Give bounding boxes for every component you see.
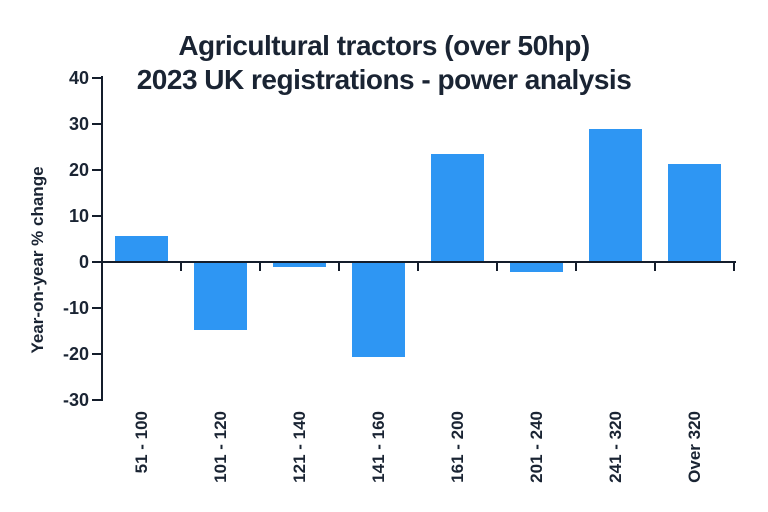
x-category-label-201 - 240: 201 - 240 [527, 411, 546, 483]
x-tick-7 [654, 263, 656, 271]
x-category-label-241 - 320: 241 - 320 [606, 411, 625, 483]
x-tick-4 [417, 263, 419, 271]
y-tick-label--20: -20 [62, 344, 89, 364]
chart-title-line1: Agricultural tractors (over 50hp) [178, 30, 590, 61]
y-tick-label-20: 20 [68, 160, 89, 180]
y-tick-label-30: 30 [68, 114, 89, 134]
x-category-label-101 - 120: 101 - 120 [211, 411, 230, 483]
x-tick-8 [733, 263, 735, 271]
chart-title: Agricultural tractors (over 50hp) 2023 U… [0, 29, 768, 97]
y-tick-label-0: 0 [78, 252, 89, 272]
x-tick-2 [259, 263, 261, 271]
y-tick-40 [92, 77, 101, 79]
y-tick-20 [92, 169, 101, 171]
bar-141 - 160 [352, 263, 405, 357]
x-tick-1 [180, 263, 182, 271]
bar-241 - 320 [589, 129, 642, 262]
y-tick-label-40: 40 [68, 68, 89, 88]
y-tick--10 [92, 307, 101, 309]
bar-101 - 120 [194, 263, 247, 330]
x-category-label-Over 320: Over 320 [685, 411, 704, 483]
x-category-label-51 - 100: 51 - 100 [132, 411, 151, 474]
y-tick-label-10: 10 [68, 206, 89, 226]
y-tick--20 [92, 353, 101, 355]
x-tick-3 [338, 263, 340, 271]
chart-title-line2: 2023 UK registrations - power analysis [136, 64, 632, 95]
bar-51 - 100 [115, 236, 168, 262]
x-tick-6 [575, 263, 577, 271]
y-tick-label--30: -30 [62, 390, 89, 410]
y-tick--30 [92, 399, 101, 401]
bar-121 - 140 [273, 263, 326, 267]
y-axis-line [101, 76, 103, 401]
bar-Over 320 [668, 164, 721, 262]
bar-201 - 240 [510, 263, 563, 272]
y-tick-30 [92, 123, 101, 125]
x-tick-5 [496, 263, 498, 271]
x-category-label-161 - 200: 161 - 200 [448, 411, 467, 483]
x-category-label-121 - 140: 121 - 140 [290, 411, 309, 483]
y-tick-label--10: -10 [62, 298, 89, 318]
y-tick-0 [92, 261, 101, 263]
bar-161 - 200 [431, 154, 484, 262]
y-tick-10 [92, 215, 101, 217]
x-category-label-141 - 160: 141 - 160 [369, 411, 388, 483]
x-axis-line [101, 261, 736, 263]
